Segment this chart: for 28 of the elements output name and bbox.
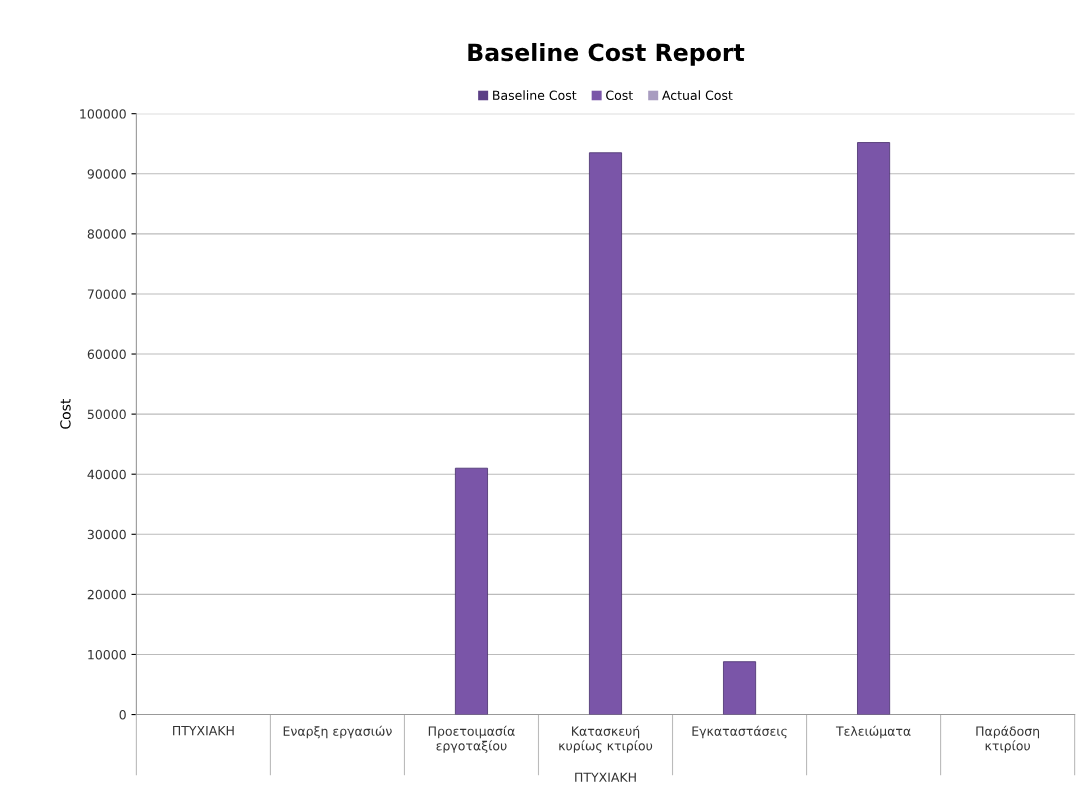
y-tick-label: 100000	[80, 109, 126, 119]
x-tick-label: Προετοιμασία εργοταξίου	[428, 725, 515, 753]
x-tick-label: Τελειώματα	[835, 725, 911, 739]
x-tick-label: Εναρξη εργασιών	[283, 725, 392, 739]
y-tick-label: 60000	[87, 349, 126, 359]
chart-title: Baseline Cost Report	[468, 42, 745, 66]
bar	[454, 467, 488, 715]
bar	[723, 661, 757, 715]
legend-label: Actual Cost	[662, 90, 733, 101]
y-tick-label: 10000	[88, 649, 126, 660]
y-tick-label: 30000	[87, 529, 126, 540]
x-tick-label: Κατασκευή κυρίως κτιρίου	[559, 725, 653, 753]
bar	[589, 152, 623, 715]
y-tick-label: 40000	[87, 469, 126, 480]
y-axis-title: Cost	[60, 399, 71, 429]
y-tick-label: 70000	[87, 289, 126, 299]
y-tick-label: 50000	[87, 409, 126, 420]
legend-label: Cost	[606, 90, 633, 101]
y-tick-label: 20000	[87, 589, 126, 600]
x-tick-label: ΠΤΥΧΙΑΚΗ	[173, 726, 234, 736]
y-tick-label: 90000	[87, 169, 126, 179]
x-tick-label: Παράδοση κτιρίου	[976, 725, 1040, 753]
bar	[857, 142, 891, 715]
x-axis-title: ΠΤΥΧΙΑΚΗ	[575, 772, 636, 782]
y-tick-label: 0	[119, 710, 126, 720]
x-tick-label: Εγκαταστάσεις	[692, 725, 787, 739]
y-tick-label: 80000	[87, 229, 126, 239]
legend-label: Baseline Cost	[493, 90, 577, 101]
